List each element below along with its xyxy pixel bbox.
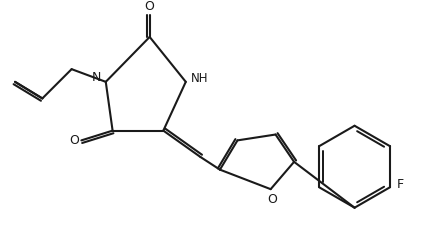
Text: NH: NH: [191, 72, 208, 85]
Text: O: O: [69, 134, 79, 147]
Text: O: O: [145, 0, 155, 13]
Text: F: F: [397, 178, 404, 191]
Text: O: O: [268, 193, 278, 206]
Text: N: N: [91, 72, 101, 84]
